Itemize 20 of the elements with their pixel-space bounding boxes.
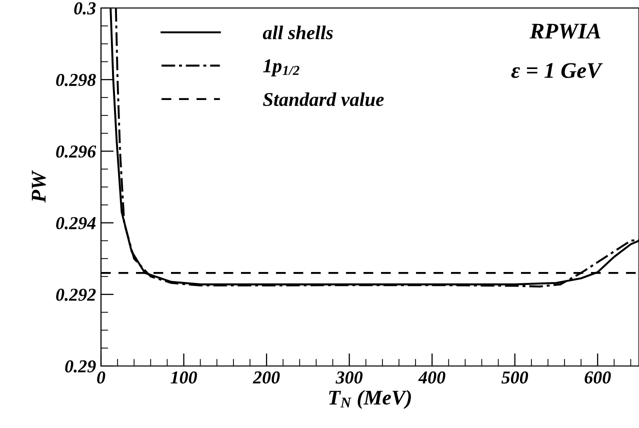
- legend-label: 1p$_{1/2}$: [263, 59, 300, 76]
- x-tick-label: 300: [336, 371, 363, 384]
- legend-label: all shells: [262, 26, 333, 40]
- x-tick-label: 600: [584, 371, 611, 384]
- y-axis-title: PW: [32, 170, 46, 203]
- x-tick-label: 400: [418, 371, 446, 384]
- x-tick-label: 200: [252, 371, 280, 384]
- legend-label: Standard value: [263, 92, 384, 106]
- annotation: ε = 1 GeV: [511, 63, 603, 78]
- y-tick-label: 0.296: [56, 145, 96, 158]
- x-tick-label: 100: [170, 371, 197, 384]
- annotation: RPWIA: [530, 24, 600, 39]
- y-tick-label: 0.3: [74, 2, 96, 15]
- y-tick-label: 0.294: [56, 217, 96, 230]
- x-axis-title: T$_{N}$ (MeV): [329, 390, 411, 409]
- y-tick-label: 0.292: [56, 288, 96, 301]
- x-tick-label: 0: [97, 371, 106, 384]
- y-tick-label: 0.298: [56, 74, 96, 86]
- x-tick-label: 500: [502, 371, 528, 384]
- y-tick-label: 0.29: [65, 360, 96, 373]
